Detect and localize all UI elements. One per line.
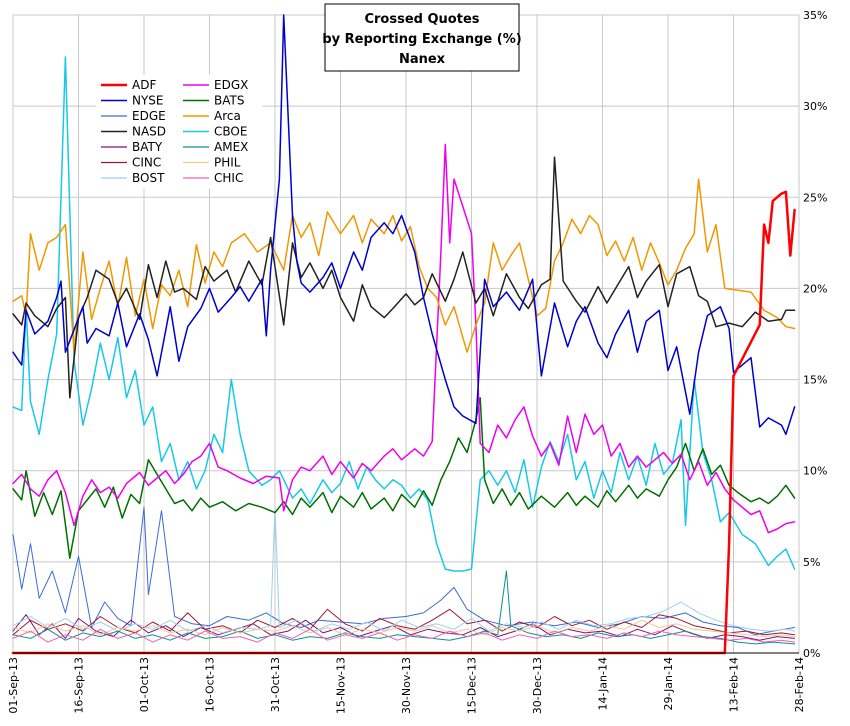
y-tick-label: 15% [803,374,827,387]
x-tick-label: 16-Oct-13 [204,657,217,712]
legend-label-arca: Arca [214,109,241,123]
series-phil [12,619,796,638]
legend-label-phil: PHIL [214,156,241,170]
series-arca [12,178,796,353]
title-line-2: by Reporting Exchange (%) [322,32,521,47]
series-amex [12,570,796,645]
title-line-3: Nanex [399,52,446,67]
legend-label-baty: BATY [132,140,163,154]
series-layer [11,14,796,655]
chart-title: Crossed Quotes by Reporting Exchange (%)… [322,3,522,72]
x-tick-label: 13-Feb-14 [728,657,741,712]
legend-label-chic: CHIC [214,171,243,185]
x-tick-label: 16-Sep-13 [73,657,86,714]
x-tick-label: 28-Feb-14 [793,657,806,712]
series-chic [12,628,796,643]
axis-layer: 0% 5% 10% 15% 20% 25% 30% 35% 01-Sep-13 16-Sep-13… [7,9,827,714]
y-tick-label: 35% [803,9,827,22]
legend-label-edge: EDGE [132,109,166,123]
x-tick-label: 29-Jan-14 [662,657,675,711]
y-tick-label: 20% [803,282,827,295]
legend: ADF EDGX NYSE BATS EDGE Arca NASD CBOE BATY AMEX C… [96,74,263,189]
series-edge [12,506,796,636]
y-tick-label: 5% [803,556,820,569]
x-tick-label: 01-Oct-13 [138,657,151,712]
series-edgx [12,143,796,534]
legend-label-bats: BATS [214,94,244,108]
series-bats [12,397,796,559]
legend-label-bost: BOST [132,171,165,185]
x-tick-label: 30-Nov-13 [400,657,413,714]
y-tick-label: 0% [803,647,820,660]
series-cboe [12,56,796,572]
y-tick-label: 30% [803,100,827,113]
x-tick-label: 15-Nov-13 [335,657,348,714]
title-line-1: Crossed Quotes [364,12,479,27]
x-tick-label: 31-Oct-13 [269,657,282,712]
legend-label-nasd: NASD [132,125,166,139]
series-adf [11,190,796,655]
y-tick-label: 10% [803,465,827,478]
series-nyse [12,14,796,436]
x-tick-label: 01-Sep-13 [7,657,20,714]
series-bost [12,506,796,634]
legend-label-cinc: CINC [132,156,161,170]
y-tick-label: 25% [803,191,827,204]
legend-label-cboe: CBOE [214,125,247,139]
legend-label-edgx: EDGX [214,78,248,92]
title-box [324,3,520,72]
series-nasd [12,156,796,399]
x-tick-label: 14-Jan-14 [597,657,610,711]
x-tick-label: 30-Dec-13 [531,657,544,714]
legend-label-adf: ADF [132,78,156,92]
legend-label-amex: AMEX [214,140,248,154]
x-tick-label: 15-Dec-13 [466,657,479,714]
legend-label-nyse: NYSE [132,94,164,108]
series-cinc [12,608,796,636]
